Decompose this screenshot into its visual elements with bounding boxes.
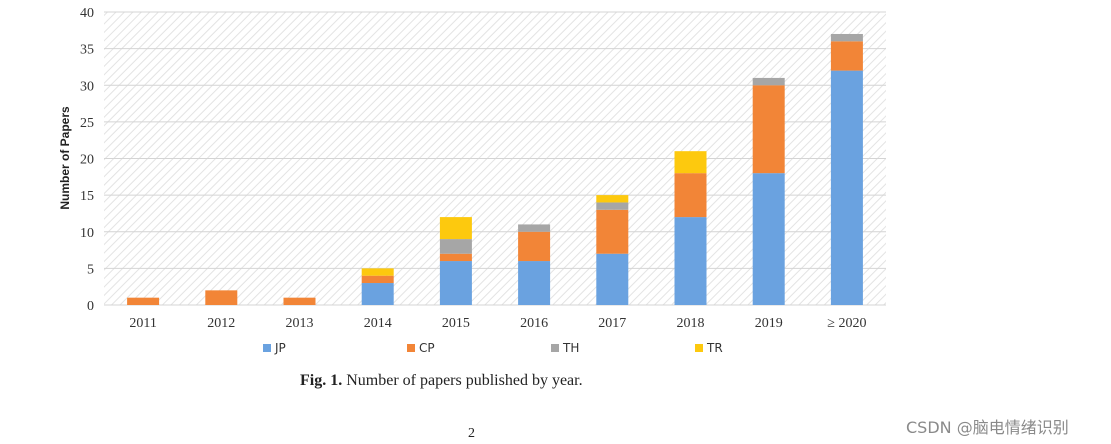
bar-jp-8 bbox=[752, 173, 785, 305]
x-tick-label: 2016 bbox=[520, 316, 548, 331]
bar-cp-9 bbox=[830, 41, 863, 71]
y-tick-label: 30 bbox=[80, 79, 94, 94]
bar-cp-3 bbox=[361, 275, 394, 284]
y-tick-label: 35 bbox=[80, 43, 94, 58]
x-tick-label: ≥ 2020 bbox=[827, 316, 866, 331]
bar-tr-3 bbox=[361, 268, 394, 276]
legend-swatch-jp bbox=[263, 344, 271, 352]
bar-jp-3 bbox=[361, 283, 394, 305]
legend-swatch-th bbox=[551, 344, 559, 352]
y-tick-label: 15 bbox=[80, 189, 94, 204]
y-tick-label: 0 bbox=[87, 299, 94, 314]
x-tick-label: 2018 bbox=[677, 316, 705, 331]
bar-cp-5 bbox=[518, 231, 551, 262]
bar-th-4 bbox=[439, 239, 472, 254]
x-tick-label: 2013 bbox=[286, 316, 314, 331]
bar-jp-7 bbox=[674, 217, 707, 305]
legend-label-cp: CP bbox=[419, 341, 435, 355]
x-tick-label: 2017 bbox=[598, 316, 626, 331]
bar-cp-8 bbox=[752, 85, 785, 174]
bar-tr-6 bbox=[596, 195, 629, 203]
bar-jp-5 bbox=[518, 261, 551, 305]
bar-th-8 bbox=[752, 77, 785, 86]
x-tick-label: 2012 bbox=[207, 316, 235, 331]
bar-cp-6 bbox=[596, 209, 629, 254]
watermark: CSDN @脑电情绪识别 bbox=[906, 418, 1069, 437]
legend-label-jp: JP bbox=[274, 341, 286, 355]
legend: JP CP TH TR bbox=[263, 341, 723, 355]
bar-th-5 bbox=[518, 224, 551, 232]
caption-text: Number of papers published by year. bbox=[346, 372, 583, 389]
y-axis-label: Number of Papers bbox=[58, 106, 72, 210]
bar-cp-2 bbox=[283, 297, 316, 305]
bar-cp-7 bbox=[674, 173, 707, 218]
y-tick-label: 5 bbox=[87, 262, 94, 277]
bars bbox=[127, 33, 863, 305]
bar-cp-0 bbox=[127, 297, 160, 305]
legend-label-th: TH bbox=[562, 341, 579, 355]
bar-jp-9 bbox=[830, 70, 863, 305]
y-tick-label: 10 bbox=[80, 226, 94, 241]
y-tick-label: 25 bbox=[80, 116, 94, 131]
legend-label-tr: TR bbox=[706, 341, 723, 355]
x-tick-label: 2011 bbox=[129, 316, 156, 331]
x-tick-label: 2019 bbox=[755, 316, 783, 331]
caption-label: Fig. 1. bbox=[300, 372, 343, 389]
page-number: 2 bbox=[468, 426, 475, 441]
bar-cp-1 bbox=[205, 290, 238, 305]
bar-tr-4 bbox=[439, 217, 472, 240]
x-tick-label: 2015 bbox=[442, 316, 470, 331]
bar-th-9 bbox=[830, 33, 863, 42]
legend-swatch-cp bbox=[407, 344, 415, 352]
x-tick-label: 2014 bbox=[364, 316, 392, 331]
y-tick-label: 20 bbox=[80, 153, 94, 168]
bar-tr-7 bbox=[674, 151, 707, 174]
y-tick-label: 40 bbox=[80, 6, 94, 21]
y-axis-ticks: 0 5 10 15 20 25 30 35 40 bbox=[80, 6, 94, 314]
bar-th-6 bbox=[596, 202, 629, 210]
x-axis-ticks: 2011 2012 2013 2014 2015 2016 2017 2018 2019 ≥ 20… bbox=[129, 316, 866, 331]
figure-caption: Fig. 1. Number of papers published by ye… bbox=[300, 372, 583, 390]
bar-jp-4 bbox=[439, 261, 472, 305]
legend-swatch-tr bbox=[695, 344, 703, 352]
bar-cp-4 bbox=[439, 253, 472, 262]
bar-jp-6 bbox=[596, 253, 629, 305]
